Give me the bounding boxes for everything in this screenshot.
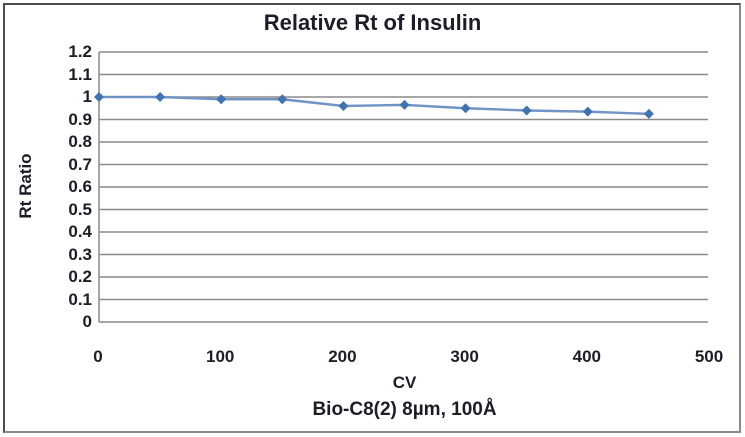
y-tick-label: 1.2 <box>68 42 92 61</box>
y-tick-label: 1.1 <box>68 64 92 84</box>
data-point-marker <box>155 92 166 102</box>
x-tick-label: 400 <box>572 347 601 366</box>
y-tick-label: 1 <box>82 87 92 106</box>
x-tick-label: 500 <box>694 347 724 366</box>
y-tick-label: 0.1 <box>68 289 92 309</box>
y-tick-label: 0.8 <box>68 132 92 151</box>
data-point-marker <box>460 103 471 114</box>
y-tick-label: 0.5 <box>68 199 92 219</box>
data-point-marker <box>399 99 410 110</box>
y-tick-label: 0.6 <box>68 177 92 196</box>
data-point-marker <box>521 105 532 116</box>
x-tick-label: 300 <box>450 347 479 366</box>
data-point-marker <box>582 106 593 117</box>
chart-title: Relative Rt of Insulin <box>263 10 482 35</box>
x-axis-title: CV <box>392 373 417 392</box>
x-tick-label: 100 <box>206 347 235 366</box>
y-tick-label: 0.9 <box>68 109 92 129</box>
x-tick-label: 200 <box>328 347 357 366</box>
x-axis-subtitle: Bio-C8(2) 8µm, 100Å <box>312 399 497 420</box>
y-tick-label: 0.7 <box>68 154 92 174</box>
data-point-marker <box>338 101 349 111</box>
data-point-marker <box>94 92 104 102</box>
data-point-marker <box>643 108 654 119</box>
y-tick-label: 0 <box>82 312 92 331</box>
y-tick-label: 0.4 <box>68 222 92 241</box>
y-tick-label: 0.3 <box>68 244 92 264</box>
y-tick-label: 0.2 <box>68 267 92 286</box>
x-tick-label: 0 <box>93 347 103 366</box>
data-point-marker <box>277 94 288 105</box>
series-line <box>99 95 649 116</box>
data-point-marker <box>216 94 227 105</box>
